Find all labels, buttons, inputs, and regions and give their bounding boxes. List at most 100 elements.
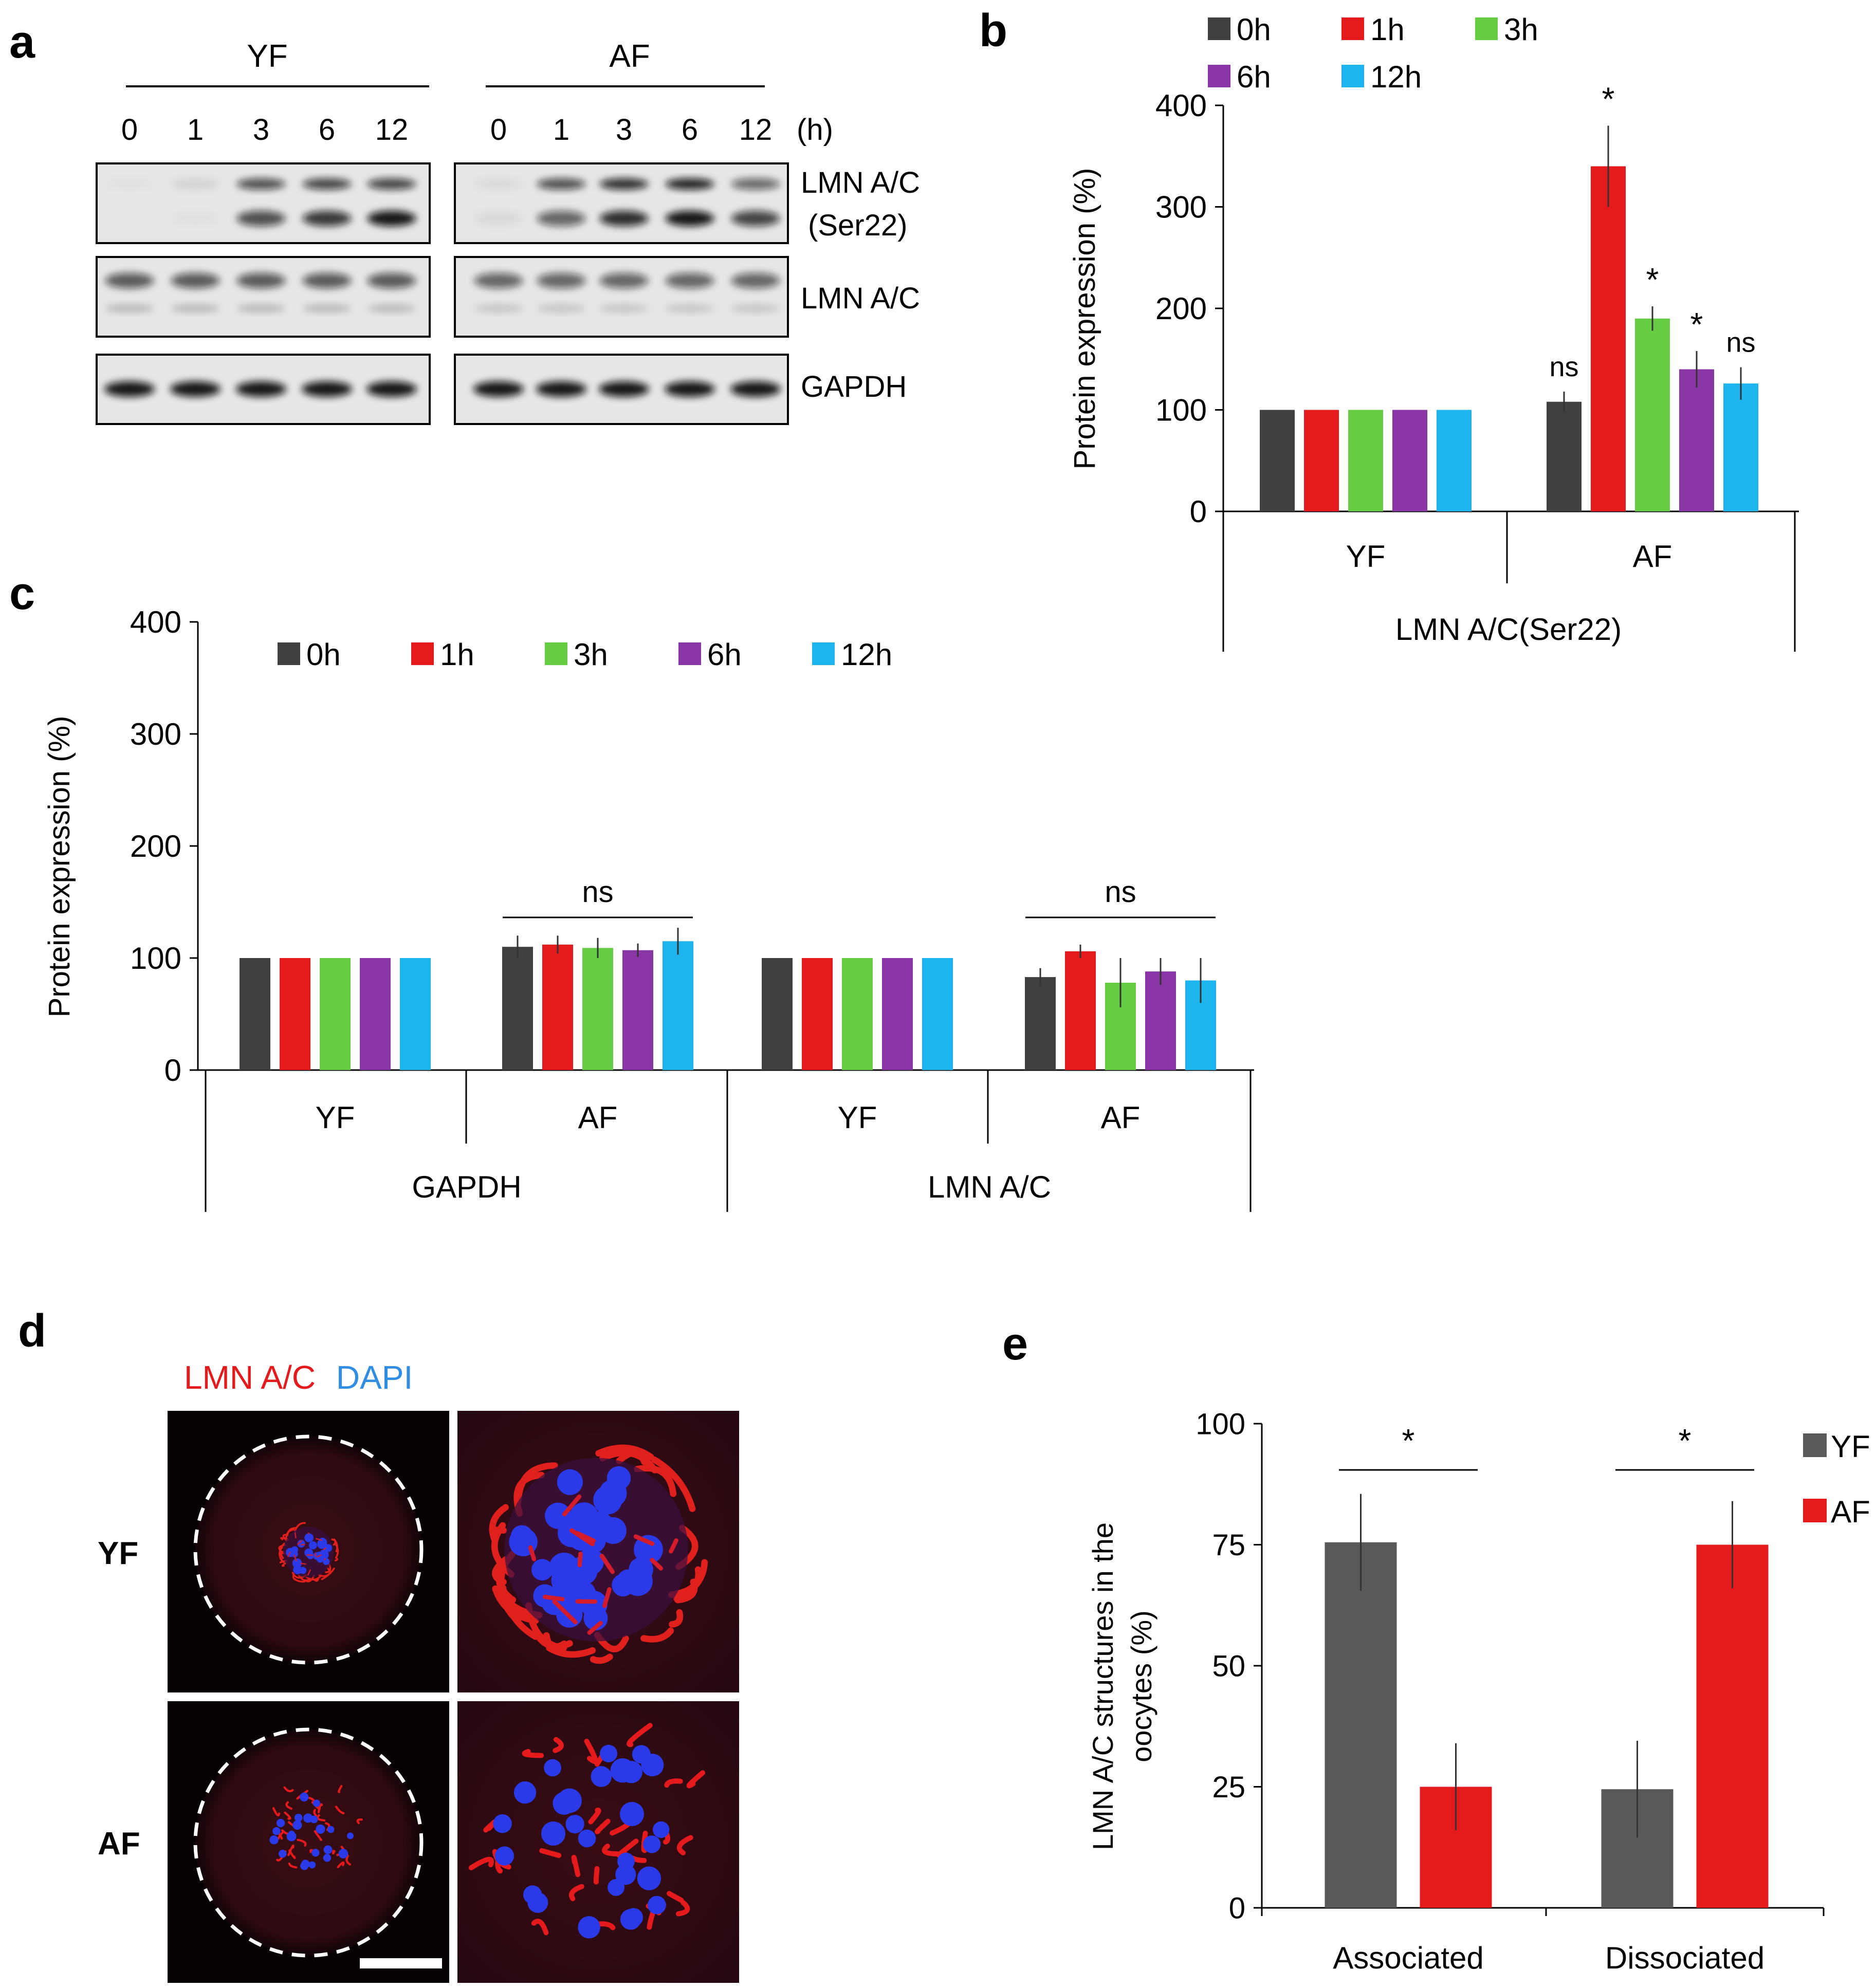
micrograph-row-label-yf: YF <box>98 1536 138 1571</box>
bar <box>622 950 653 1070</box>
lamin-filament <box>553 1737 564 1753</box>
bar <box>582 948 613 1070</box>
lamin-filament <box>279 1547 283 1561</box>
chromosome-dot <box>312 1799 321 1807</box>
timepoint-label: 3 <box>253 113 269 146</box>
lamin-filament <box>314 1830 322 1841</box>
blot-band <box>171 273 220 288</box>
chromosome-dot <box>317 1539 327 1549</box>
lamin-filament <box>295 1532 297 1539</box>
chromosome-dot <box>527 1892 548 1913</box>
legend-label: 0h <box>1237 12 1271 47</box>
lamin-filament <box>281 1562 287 1567</box>
lamin-filament <box>489 1504 509 1543</box>
lamin-filament <box>335 1543 339 1558</box>
blot-band <box>367 304 416 312</box>
chromosome-dot <box>608 1879 625 1896</box>
chromosome-dot <box>582 1511 615 1543</box>
chromosome-dot <box>304 1533 314 1542</box>
blot-band <box>731 211 780 226</box>
y-tick-label: 0 <box>164 1053 181 1088</box>
bar <box>663 941 693 1070</box>
blot-band <box>367 273 416 288</box>
blot-band <box>537 273 586 288</box>
chromosome-dot <box>557 1469 583 1495</box>
micrograph-row-label-af: AF <box>98 1826 140 1862</box>
blot-band <box>599 381 649 397</box>
legend-label: 1h <box>440 637 474 672</box>
lamin-filament <box>675 1900 690 1917</box>
lamin-filament <box>335 1806 345 1815</box>
lamin-filament <box>616 1838 639 1858</box>
x-tick-label: Associated <box>1333 1941 1484 1975</box>
blot-band <box>236 304 286 312</box>
y-tick-label: 300 <box>130 717 181 751</box>
lamin-filament <box>542 1594 565 1602</box>
blot-band <box>665 381 715 397</box>
blot-band <box>730 381 781 397</box>
y-axis-title: Protein expression (%) <box>1068 168 1101 470</box>
lamin-filament <box>288 1849 296 1860</box>
timepoint-label: 0 <box>121 113 138 146</box>
legend-swatch <box>1208 65 1230 87</box>
y-axis-title: LMN A/C structures in the <box>1087 1522 1119 1850</box>
lamin-filament <box>294 1578 306 1583</box>
bar <box>502 947 533 1070</box>
bar <box>842 958 873 1070</box>
lamin-filament <box>286 1527 297 1537</box>
chromosome-dot <box>269 1835 279 1845</box>
chromosome-dot <box>288 1830 295 1837</box>
bar <box>922 958 953 1070</box>
blot-band <box>236 211 286 226</box>
significance-label: * <box>1679 1422 1692 1459</box>
legend-label: AF <box>1831 1495 1870 1529</box>
legend-label: 1h <box>1370 12 1405 47</box>
panel-b: b 0 100 200 300 400 Protein expression (%) ns *… <box>979 5 1799 652</box>
chromosome-dot <box>311 1849 320 1857</box>
blot-band <box>599 273 649 288</box>
lamin-filament <box>272 1807 281 1817</box>
lamin-filament <box>528 1545 537 1561</box>
blot-frame <box>454 162 789 244</box>
y-tick-label: 25 <box>1212 1771 1245 1804</box>
blot-band <box>302 178 352 190</box>
blot-band <box>731 273 780 288</box>
lamin-filament <box>602 1587 612 1608</box>
y-tick-label: 100 <box>130 941 181 975</box>
lamin-filament <box>577 1552 583 1568</box>
blot-band <box>537 211 586 226</box>
blot-band <box>302 273 352 288</box>
lamin-filament <box>590 1653 613 1664</box>
bar <box>1723 383 1758 511</box>
panel-label-b: b <box>979 5 1007 57</box>
lamin-filament <box>543 1632 567 1650</box>
chromosome-dot <box>276 1818 285 1828</box>
chromosome-dot <box>323 1845 333 1854</box>
timepoint-label: 12 <box>375 113 409 146</box>
bar <box>762 958 793 1070</box>
lamin-filament <box>326 1567 332 1574</box>
bar <box>400 958 431 1070</box>
lamin-filament <box>313 1809 317 1817</box>
lamin-filament <box>667 1891 684 1903</box>
lamin-filament <box>640 1627 674 1643</box>
blot-band <box>366 381 417 397</box>
blot-frame <box>96 162 431 244</box>
blot-band <box>474 304 523 312</box>
lamin-filament <box>633 1534 655 1546</box>
lamin-filament <box>669 1609 684 1628</box>
blot-band <box>302 381 352 397</box>
lamin-filament <box>288 1862 298 1869</box>
chromosome-dot <box>308 1541 317 1550</box>
blot-group-label-af: AF <box>609 39 650 74</box>
significance-label: * <box>1602 81 1615 118</box>
blot-band <box>537 178 586 190</box>
blot-label-lmn: LMN A/C <box>801 282 920 315</box>
lamin-filament <box>602 1843 620 1856</box>
lamin-filament <box>277 1832 284 1840</box>
blot-band <box>236 178 286 190</box>
chromosome-dot <box>327 1826 335 1833</box>
bar <box>1260 410 1295 511</box>
x-tick-label: Dissociated <box>1605 1941 1764 1975</box>
blot-frame <box>454 256 789 338</box>
